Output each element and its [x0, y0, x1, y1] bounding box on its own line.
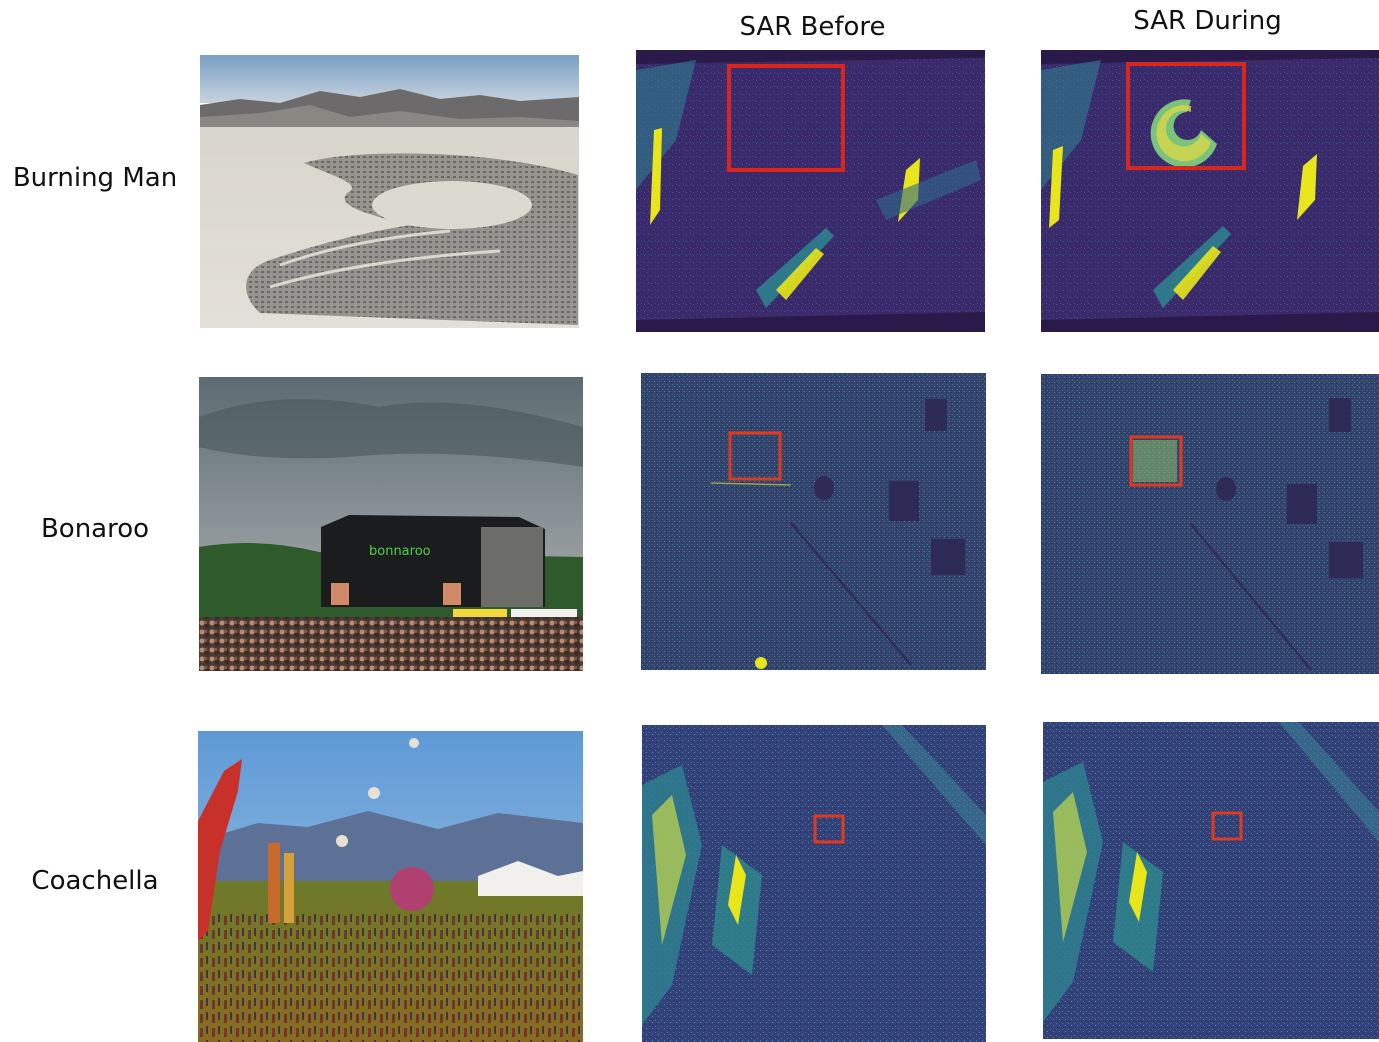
- row-label-burning-man: Burning Man: [6, 163, 184, 193]
- column-header-sar-during: SAR During: [1095, 6, 1320, 36]
- row-label-coachella: Coachella: [6, 866, 184, 896]
- column-header-sar-before: SAR Before: [700, 12, 925, 42]
- sar-before-burning-man: [636, 50, 985, 332]
- sar-before-bonaroo: [641, 373, 986, 670]
- sar-before-coachella: [642, 725, 986, 1042]
- sar-during-bonaroo: [1041, 374, 1379, 674]
- photo-burning-man: [200, 55, 579, 328]
- photo-coachella: [198, 731, 583, 1042]
- row-label-bonaroo: Bonaroo: [6, 514, 184, 544]
- sar-during-burning-man: [1041, 50, 1379, 332]
- svg-text:bonnaroo: bonnaroo: [369, 544, 431, 559]
- sar-during-coachella: [1043, 722, 1379, 1039]
- photo-bonaroo: bonnaroo: [199, 377, 583, 671]
